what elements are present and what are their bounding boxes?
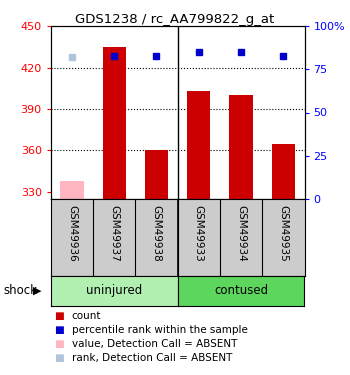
Text: GSM49935: GSM49935 [278, 205, 288, 262]
Text: ■: ■ [54, 354, 64, 363]
Bar [60, 181, 84, 199]
Text: ■: ■ [54, 311, 64, 321]
Text: rank, Detection Call = ABSENT: rank, Detection Call = ABSENT [72, 354, 232, 363]
Text: value, Detection Call = ABSENT: value, Detection Call = ABSENT [72, 339, 237, 349]
Text: percentile rank within the sample: percentile rank within the sample [72, 325, 248, 335]
Text: GSM49936: GSM49936 [67, 205, 77, 262]
Text: GSM49933: GSM49933 [194, 205, 204, 262]
Text: contused: contused [214, 284, 268, 297]
Text: ▶: ▶ [33, 286, 42, 296]
Text: GSM49937: GSM49937 [109, 205, 119, 262]
Text: GDS1238 / rc_AA799822_g_at: GDS1238 / rc_AA799822_g_at [75, 13, 275, 26]
Text: GSM49934: GSM49934 [236, 205, 246, 262]
Bar [103, 47, 126, 199]
Text: ■: ■ [54, 339, 64, 349]
Bar [187, 91, 210, 199]
Text: GSM49938: GSM49938 [152, 205, 161, 262]
Bar [230, 95, 253, 199]
Bar [272, 144, 295, 199]
Text: shock: shock [4, 284, 37, 297]
Bar [145, 150, 168, 199]
Text: ■: ■ [54, 325, 64, 335]
Text: count: count [72, 311, 101, 321]
Text: uninjured: uninjured [86, 284, 142, 297]
